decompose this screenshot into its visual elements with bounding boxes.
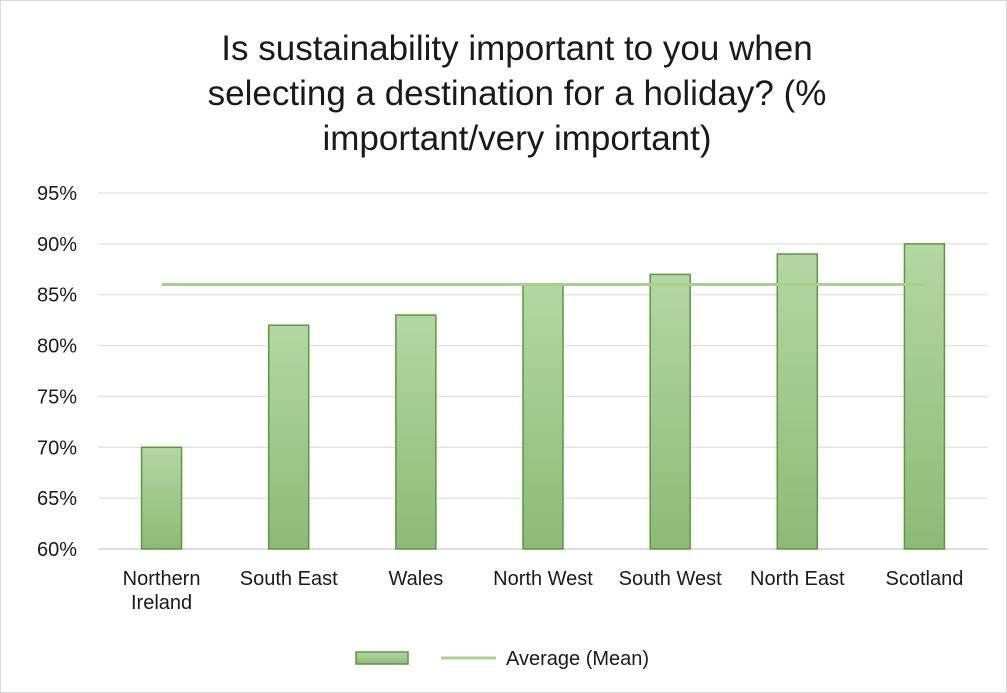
x-tick-label: South East xyxy=(240,568,338,590)
y-tick-label: 65% xyxy=(37,488,77,510)
legend: Average (Mean) xyxy=(355,648,649,670)
x-tick-label: North West xyxy=(493,568,593,590)
bar xyxy=(267,324,310,550)
bar xyxy=(649,273,691,550)
y-tick-label: 90% xyxy=(37,234,77,256)
y-tick-label: 70% xyxy=(37,437,77,459)
chart-title: Is sustainability important to you when s… xyxy=(208,29,827,158)
x-tick-label: North East xyxy=(750,568,845,590)
x-tick-label: Ireland xyxy=(131,592,192,614)
y-tick-label: 85% xyxy=(37,285,77,307)
y-axis: 60% 65% 70% 75% 80% 85% 90% 95% xyxy=(37,183,77,561)
bar xyxy=(522,283,564,550)
legend-bar-swatch xyxy=(355,651,409,665)
legend-label-average: Average (Mean) xyxy=(506,648,649,670)
y-tick-label: 75% xyxy=(37,386,77,408)
bar xyxy=(395,314,437,550)
x-tick-label: Northern xyxy=(123,568,201,590)
bar xyxy=(776,253,819,550)
x-tick-label: Scotland xyxy=(886,568,964,590)
bar xyxy=(903,243,946,550)
x-tick-label: Wales xyxy=(388,568,443,590)
y-tick-label: 95% xyxy=(37,183,77,205)
chart-title-line: important/very important) xyxy=(322,119,711,158)
y-tick-label: 80% xyxy=(37,336,77,358)
y-tick-label: 60% xyxy=(37,539,77,561)
bars xyxy=(140,243,946,550)
x-tick-label: South West xyxy=(619,568,722,590)
bar xyxy=(140,446,183,550)
chart-title-line: selecting a destination for a holiday? (… xyxy=(208,74,827,113)
chart-title-line: Is sustainability important to you when xyxy=(221,29,812,68)
